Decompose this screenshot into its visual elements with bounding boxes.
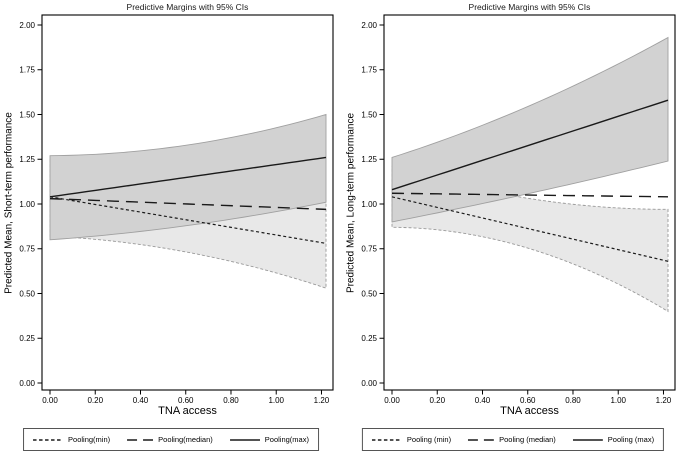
y-tick-label: 1.75: [361, 66, 377, 75]
y-tick-label: 0.00: [19, 379, 35, 388]
x-axis-label: TNA access: [500, 405, 559, 417]
x-tick-label: 0.60: [178, 396, 194, 405]
y-tick-label: 0.25: [19, 334, 35, 343]
plot-area-short-term: 0.00 0.25 0.50 0.75 1.00 1.25 1.50 1.75 2.00 0.00…: [19, 14, 334, 405]
x-tick-label: 0.60: [520, 396, 536, 405]
legend-short-term: Pooling(min) Pooling(median) Pooling(max): [23, 428, 319, 451]
x-tick-label: 0.20: [429, 396, 445, 405]
legend-sample-dotted: [33, 438, 64, 441]
legend-label: Pooling (min): [406, 435, 452, 444]
x-tick-label: 0.80: [223, 396, 239, 405]
y-tick-label: 2.00: [19, 21, 35, 30]
x-tick-label: 0.40: [133, 396, 149, 405]
y-tick-label: 1.50: [19, 110, 35, 119]
y-tick-label: 0.75: [19, 245, 35, 254]
x-tick-label: 0.00: [42, 396, 58, 405]
legend-sample-solid: [229, 438, 260, 441]
y-tick-label: 1.25: [19, 155, 35, 164]
legend-item: Pooling (median): [468, 435, 556, 444]
plot-frame: [383, 14, 676, 391]
y-tick-label: 1.00: [361, 200, 377, 209]
x-tick-label: 1.20: [314, 396, 330, 405]
y-tick-label: 1.25: [361, 155, 377, 164]
x-tick-label: 1.00: [268, 396, 284, 405]
chart-title: Predictive Margins with 95% CIs: [126, 2, 249, 12]
y-tick-label: 1.00: [19, 200, 35, 209]
legend-sample-dotted: [371, 438, 402, 441]
legend-item: Pooling(min): [33, 435, 110, 444]
series-line-longdash: [391, 192, 669, 198]
chart-short-term-performance: Predictive Margins with 95% CIs Predicte…: [0, 0, 342, 459]
series-line-longdash: [49, 197, 327, 211]
plot-frame: [41, 14, 334, 391]
x-tick-label: 0.80: [565, 396, 581, 405]
legend-item: Pooling (min): [371, 435, 452, 444]
y-tick-label: 2.00: [361, 21, 377, 30]
x-tick-label: 0.40: [475, 396, 491, 405]
legend-sample-longdash: [468, 438, 495, 441]
y-tick-label: 0.75: [361, 245, 377, 254]
x-tick-label: 1.20: [656, 396, 672, 405]
legend-label: Pooling(median): [158, 435, 213, 444]
legend-label: Pooling (median): [499, 435, 556, 444]
series-line-solid: [391, 99, 669, 191]
legend-sample-longdash: [127, 438, 154, 441]
y-tick-label: 0.25: [361, 334, 377, 343]
legend-label: Pooling(max): [264, 435, 309, 444]
legend-sample-solid: [572, 438, 603, 441]
x-tick-label: 0.20: [87, 396, 103, 405]
x-tick-label: 0.00: [384, 396, 400, 405]
series-line-solid: [49, 156, 327, 198]
y-tick-label: 0.50: [361, 289, 377, 298]
y-tick-label: 0.00: [361, 379, 377, 388]
ci-band-max: [391, 36, 669, 223]
legend-item: Pooling(median): [127, 435, 213, 444]
y-tick-label: 1.75: [19, 66, 35, 75]
legend-item: Pooling(max): [229, 435, 309, 444]
series-line-dotted: [49, 196, 327, 244]
y-tick-label: 0.50: [19, 289, 35, 298]
chart-title: Predictive Margins with 95% CIs: [468, 2, 591, 12]
y-tick-label: 1.50: [361, 110, 377, 119]
legend-label: Pooling(min): [68, 435, 111, 444]
x-axis-label: TNA access: [158, 405, 217, 417]
chart-long-term-performance: Predictive Margins with 95% CIs Predicte…: [342, 0, 684, 459]
legend-item: Pooling (max): [572, 435, 655, 444]
x-tick-label: 1.00: [610, 396, 626, 405]
legend-long-term: Pooling (min) Pooling (median) Pooling (ma…: [361, 428, 665, 451]
plot-area-long-term: 0.00 0.25 0.50 0.75 1.00 1.25 1.50 1.75 2.00 0.00…: [361, 14, 676, 405]
legend-label: Pooling (max): [607, 435, 655, 444]
